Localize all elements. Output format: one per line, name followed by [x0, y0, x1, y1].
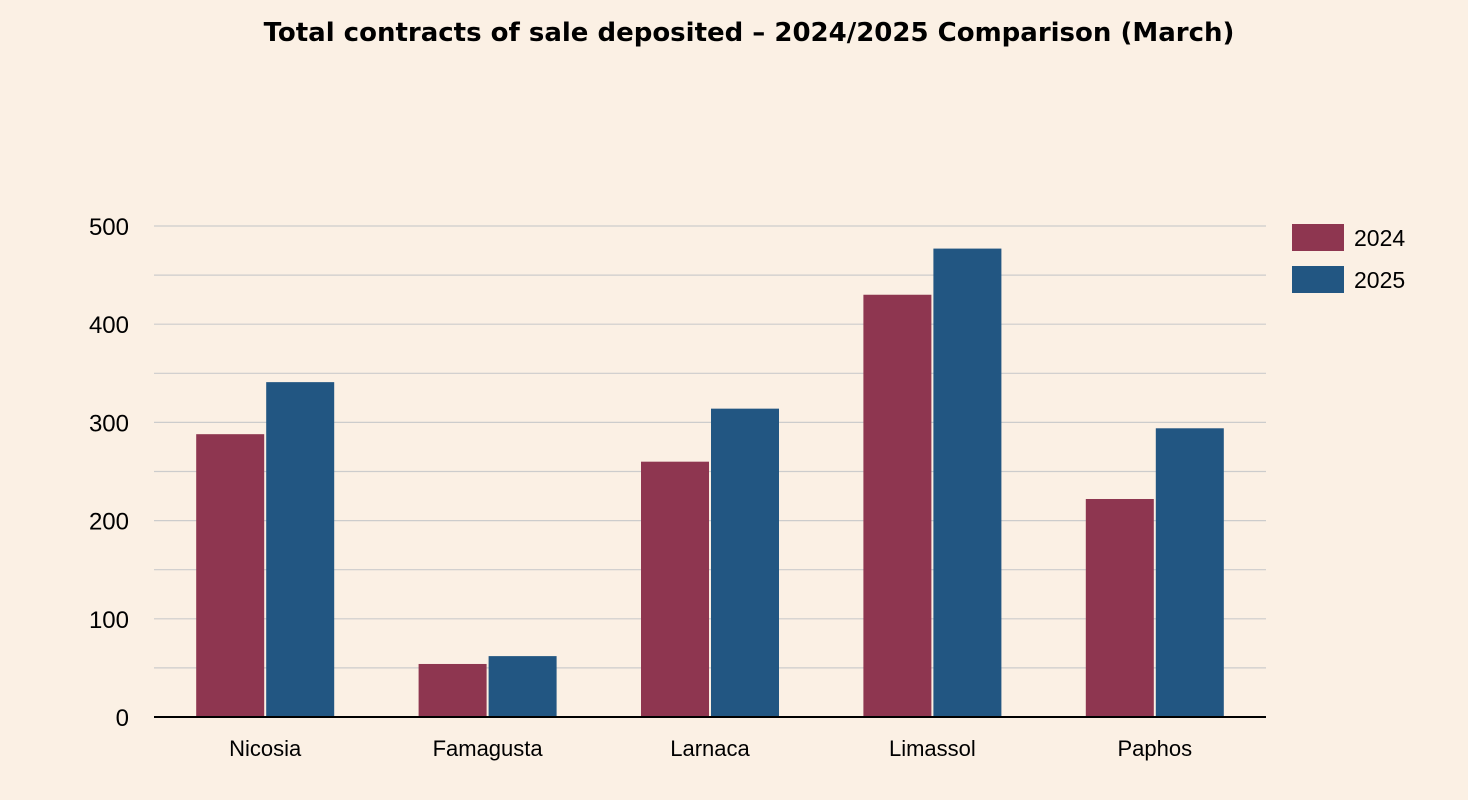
- x-tick-label: Larnaca: [670, 736, 750, 761]
- bar-2025-larnaca: [711, 408, 779, 717]
- x-tick-label: Nicosia: [229, 736, 302, 761]
- bar-2024-paphos: [1085, 498, 1154, 717]
- x-tick-label: Paphos: [1117, 736, 1192, 761]
- x-tick-label: Famagusta: [433, 736, 544, 761]
- bar-2024-larnaca: [641, 461, 709, 717]
- legend-label: 2025: [1354, 267, 1405, 293]
- legend-label: 2024: [1354, 225, 1405, 251]
- bar-2025-nicosia: [266, 382, 335, 717]
- legend: 2024 2025: [1292, 224, 1405, 293]
- legend-swatch-2024: [1292, 224, 1344, 251]
- y-tick-label: 100: [89, 607, 129, 634]
- y-tick-label: 500: [89, 214, 129, 241]
- legend-swatch-2025: [1292, 266, 1344, 293]
- chart-title: Total contracts of sale deposited – 2024…: [263, 18, 1235, 48]
- bar-2025-paphos: [1155, 428, 1224, 717]
- y-tick-label: 400: [89, 312, 129, 339]
- bar-2024-limassol: [863, 294, 932, 717]
- x-tick-label: Limassol: [889, 736, 976, 761]
- bar-2024-nicosia: [196, 434, 265, 717]
- axes: 0 100 200 300 400 500 Nicosia Famagusta Larnaca L…: [89, 214, 1266, 761]
- y-tick-label: 0: [116, 705, 129, 732]
- bars: [196, 248, 1224, 717]
- bar-2025-famagusta: [488, 656, 557, 717]
- y-tick-label: 300: [89, 410, 129, 437]
- y-tick-label: 200: [89, 509, 129, 536]
- bar-2025-limassol: [933, 248, 1002, 717]
- gridlines: [154, 225, 1266, 669]
- bar-2024-famagusta: [418, 663, 487, 717]
